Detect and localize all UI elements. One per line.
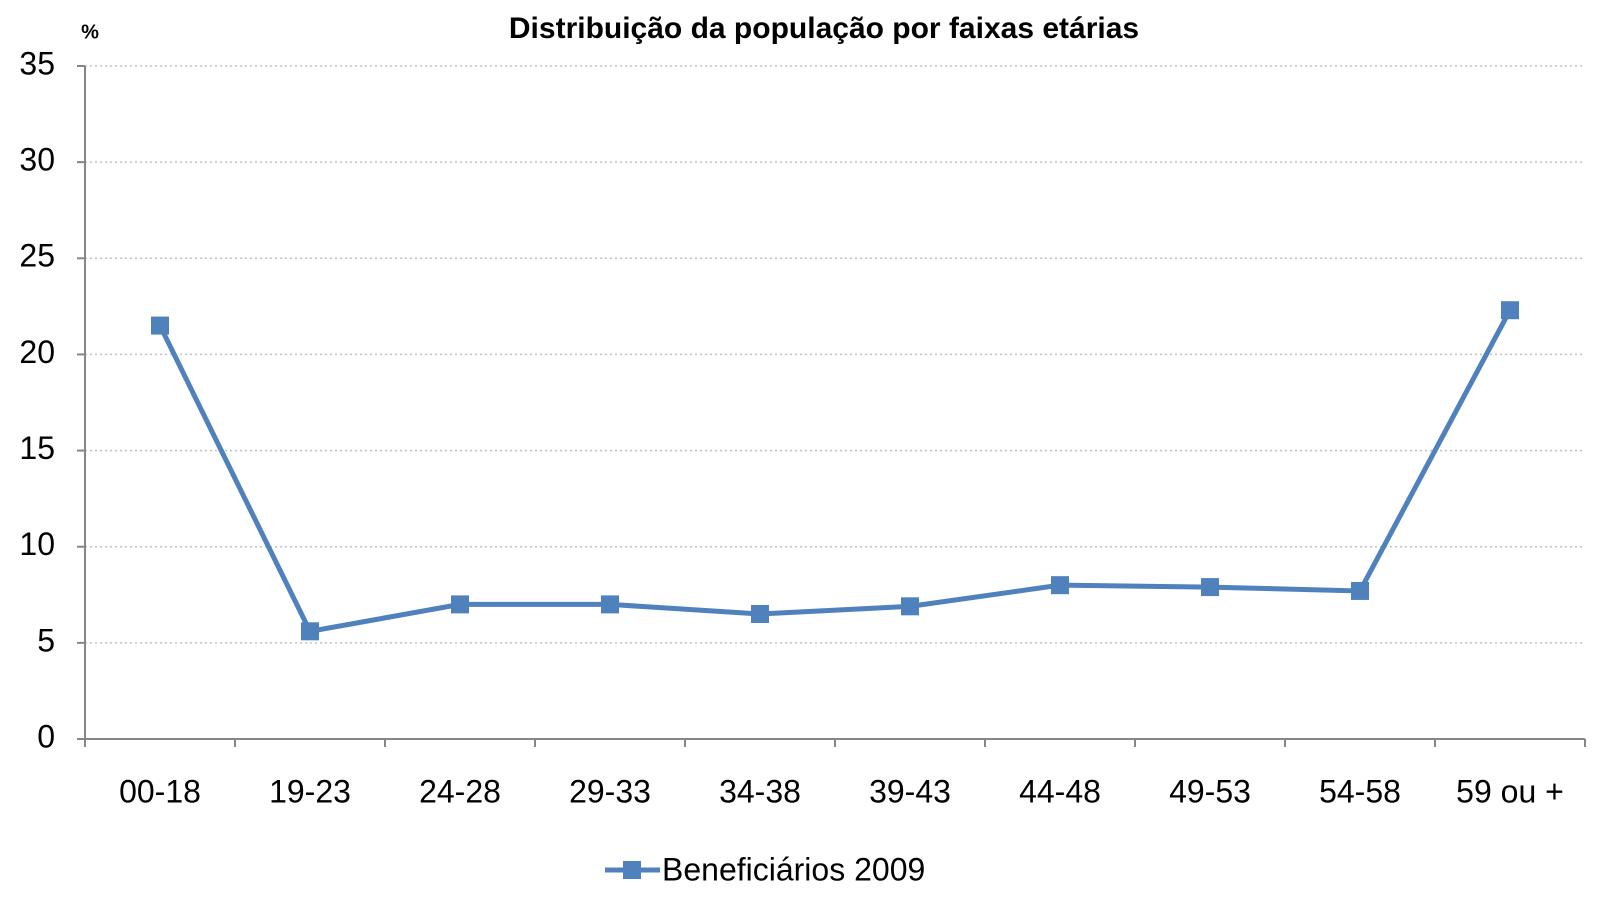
marker (1501, 301, 1519, 320)
marker (151, 316, 169, 335)
marker (751, 605, 769, 624)
legend-marker (623, 861, 641, 879)
y-tick-label: 5 (37, 622, 55, 658)
x-tick-label: 39-43 (869, 773, 951, 809)
x-tick-label: 34-38 (719, 773, 801, 809)
marker (451, 595, 469, 614)
legend-label: Beneficiários 2009 (662, 851, 925, 887)
x-tick-label: 29-33 (569, 773, 651, 809)
y-tick-label: 25 (19, 238, 55, 274)
marker (1351, 581, 1369, 600)
x-tick-label: 24-28 (419, 773, 501, 809)
marker (901, 597, 919, 616)
x-tick-label: 59 ou + (1456, 773, 1564, 809)
y-tick-label: 15 (19, 430, 55, 466)
x-tick-label: 49-53 (1169, 773, 1251, 809)
marker (1051, 576, 1069, 595)
marker (601, 595, 619, 614)
marker (301, 622, 319, 641)
y-tick-label: 30 (19, 142, 55, 178)
y-tick-label: 20 (19, 334, 55, 370)
x-tick-label: 44-48 (1019, 773, 1101, 809)
marker (1201, 578, 1219, 597)
y-tick-label: 10 (19, 526, 55, 562)
line (157, 309, 1513, 635)
y-tick-label: 35 (19, 45, 55, 81)
y-tick-label: 0 (37, 718, 55, 754)
x-tick-label: 19-23 (269, 773, 351, 809)
chart-title: Distribuição da população por faixas etá… (509, 12, 1139, 45)
x-tick-label: 00-18 (119, 773, 201, 809)
y-axis-label: % (81, 21, 99, 43)
x-tick-label: 54-58 (1319, 773, 1401, 809)
